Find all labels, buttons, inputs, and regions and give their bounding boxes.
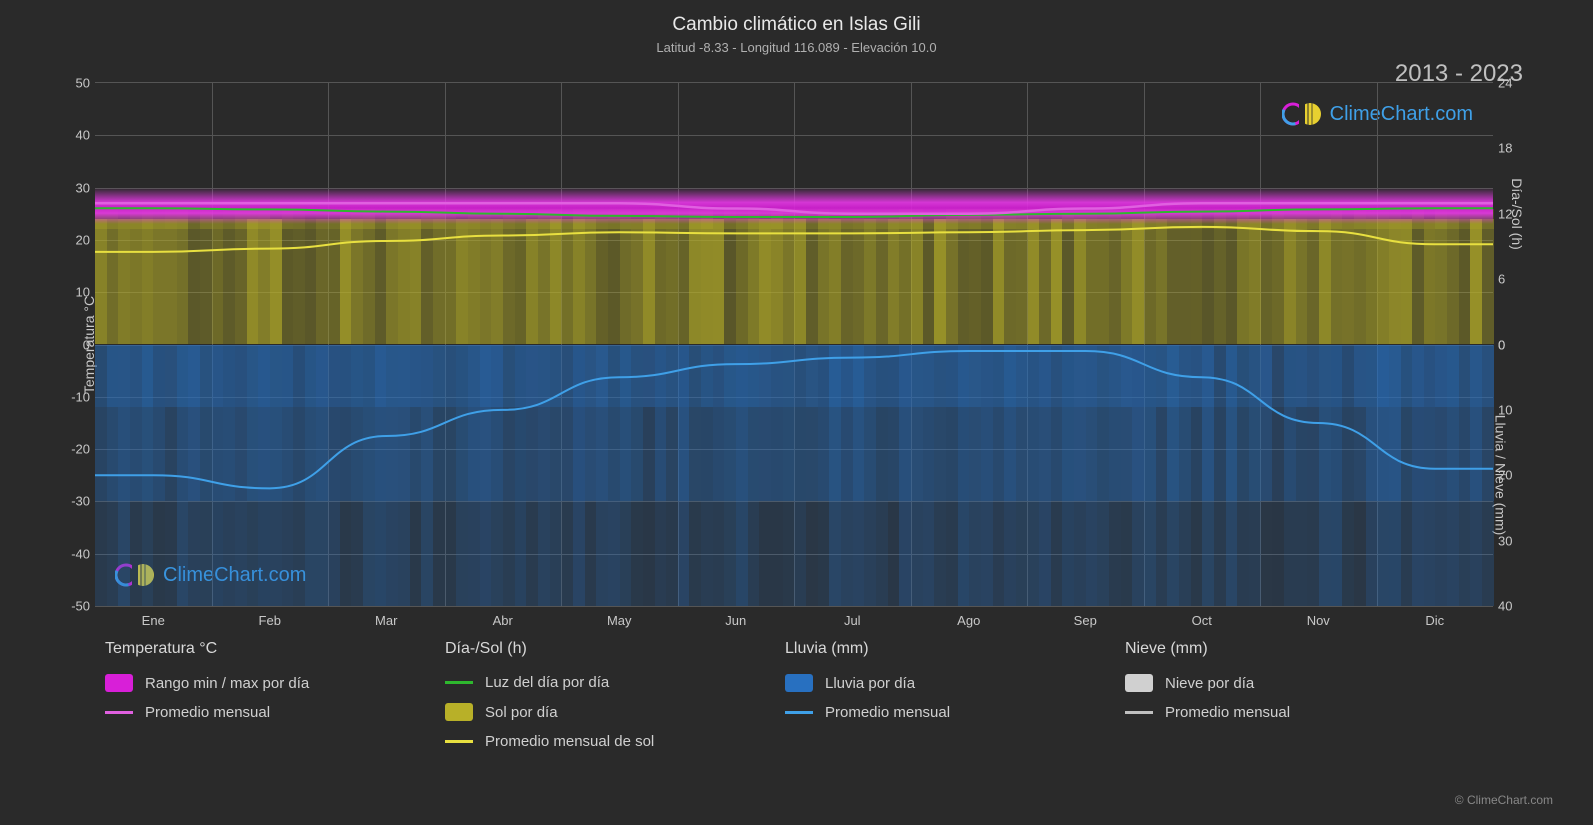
legend-item: Promedio mensual — [785, 704, 1085, 721]
y-tick-left: -20 — [55, 442, 90, 457]
x-tick-month: Sep — [1055, 613, 1115, 628]
legend-line-swatch — [445, 740, 473, 743]
legend-item: Rango min / max por día — [105, 674, 405, 692]
series-lines — [95, 83, 1493, 606]
y-tick-right-bottom: 20 — [1498, 468, 1528, 483]
copyright-label: © ClimeChart.com — [1455, 793, 1553, 807]
legend-item-label: Rango min / max por día — [145, 675, 309, 692]
y-tick-right-top: 6 — [1498, 272, 1528, 287]
legend-swatch — [445, 703, 473, 721]
x-tick-month: Jul — [822, 613, 882, 628]
y-tick-left: -50 — [55, 599, 90, 614]
legend-line-swatch — [105, 711, 133, 714]
y-tick-left: 50 — [55, 76, 90, 91]
legend-item-label: Nieve por día — [1165, 675, 1254, 692]
x-tick-month: Dic — [1405, 613, 1465, 628]
legend-line-swatch — [1125, 711, 1153, 714]
legend-group-snow: Nieve (mm) Nieve por día Promedio mensual — [1125, 640, 1425, 750]
y-tick-left: 40 — [55, 128, 90, 143]
y-tick-right-bottom: 40 — [1498, 599, 1528, 614]
legend-swatch — [785, 674, 813, 692]
temp-avg-line — [95, 203, 1493, 213]
plot-area: Temperatura °C Día-/Sol (h) Lluvia / Nie… — [95, 82, 1493, 607]
y-tick-right-top: 12 — [1498, 206, 1528, 221]
y-tick-right-bottom: 0 — [1498, 337, 1528, 352]
y-tick-left: 0 — [55, 337, 90, 352]
legend-item: Promedio mensual — [1125, 704, 1425, 721]
legend-group-daysun: Día-/Sol (h) Luz del día por día Sol por d… — [445, 640, 745, 750]
legend-group-temperature: Temperatura °C Rango min / max por día Pro… — [105, 640, 405, 750]
legend-item: Lluvia por día — [785, 674, 1085, 692]
legend-swatch — [105, 674, 133, 692]
legend-item: Nieve por día — [1125, 674, 1425, 692]
y-tick-left: -10 — [55, 389, 90, 404]
y-tick-left: -40 — [55, 546, 90, 561]
y-tick-right-bottom: 30 — [1498, 533, 1528, 548]
x-tick-month: Mar — [356, 613, 416, 628]
x-tick-month: May — [589, 613, 649, 628]
y-tick-left: 20 — [55, 232, 90, 247]
legend-line-swatch — [785, 711, 813, 714]
legend-item-label: Promedio mensual de sol — [485, 733, 654, 750]
legend-group-rain: Lluvia (mm) Lluvia por día Promedio mensua… — [785, 640, 1085, 750]
legend-item: Promedio mensual — [105, 704, 405, 721]
legend: Temperatura °C Rango min / max por día Pro… — [105, 640, 1513, 750]
legend-swatch — [1125, 674, 1153, 692]
legend-group-title: Nieve (mm) — [1125, 640, 1425, 658]
legend-item-label: Sol por día — [485, 704, 558, 721]
legend-group-title: Día-/Sol (h) — [445, 640, 745, 658]
legend-item-label: Promedio mensual — [145, 704, 270, 721]
x-tick-month: Ago — [939, 613, 999, 628]
y-tick-left: 30 — [55, 180, 90, 195]
y-tick-left: -30 — [55, 494, 90, 509]
sun-avg-line — [95, 227, 1493, 252]
legend-item-label: Luz del día por día — [485, 674, 609, 691]
x-tick-month: Oct — [1172, 613, 1232, 628]
x-tick-month: Abr — [473, 613, 533, 628]
x-tick-month: Feb — [240, 613, 300, 628]
climate-chart: Cambio climático en Islas Gili Latitud -… — [20, 10, 1573, 815]
legend-item: Promedio mensual de sol — [445, 733, 745, 750]
daylight-line — [95, 208, 1493, 217]
chart-subtitle: Latitud -8.33 - Longitud 116.089 - Eleva… — [20, 40, 1573, 55]
chart-title: Cambio climático en Islas Gili — [20, 14, 1573, 36]
x-tick-month: Nov — [1288, 613, 1348, 628]
y-tick-left: 10 — [55, 285, 90, 300]
x-tick-month: Ene — [123, 613, 183, 628]
legend-line-swatch — [445, 681, 473, 684]
legend-item: Luz del día por día — [445, 674, 745, 691]
legend-item-label: Promedio mensual — [825, 704, 950, 721]
y-tick-right-top: 24 — [1498, 76, 1528, 91]
rain-avg-line — [95, 351, 1493, 488]
legend-item: Sol por día — [445, 703, 745, 721]
y-tick-right-top: 18 — [1498, 141, 1528, 156]
legend-group-title: Lluvia (mm) — [785, 640, 1085, 658]
x-tick-month: Jun — [706, 613, 766, 628]
legend-group-title: Temperatura °C — [105, 640, 405, 658]
y-tick-right-bottom: 10 — [1498, 402, 1528, 417]
legend-item-label: Promedio mensual — [1165, 704, 1290, 721]
legend-item-label: Lluvia por día — [825, 675, 915, 692]
